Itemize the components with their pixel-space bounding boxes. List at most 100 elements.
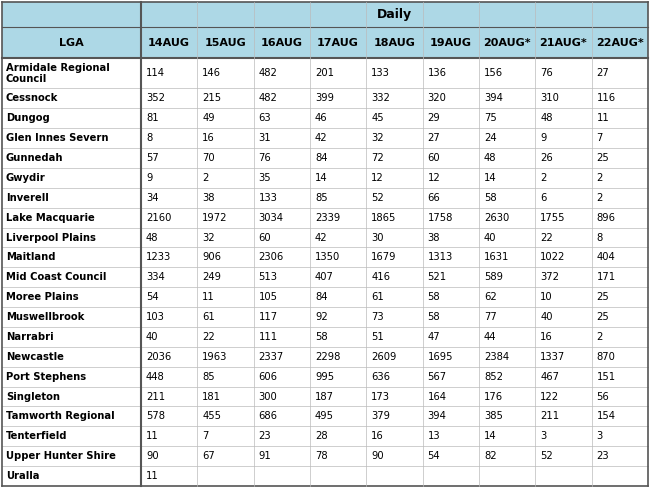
Text: 76: 76 <box>540 68 553 79</box>
Bar <box>422 148 479 168</box>
Bar <box>197 386 254 407</box>
Text: 1022: 1022 <box>540 252 566 263</box>
Text: 8: 8 <box>597 232 603 243</box>
Bar <box>254 59 310 88</box>
Bar <box>535 188 592 208</box>
Bar <box>141 307 197 327</box>
Bar <box>535 307 592 327</box>
Text: 6: 6 <box>540 193 547 203</box>
Text: 38: 38 <box>428 232 440 243</box>
Text: 686: 686 <box>259 411 278 422</box>
Bar <box>2 27 141 59</box>
Bar <box>141 2 648 27</box>
Text: 52: 52 <box>371 193 384 203</box>
Text: 48: 48 <box>146 232 159 243</box>
Bar <box>479 108 535 128</box>
Text: 11: 11 <box>146 471 159 481</box>
Bar <box>2 267 141 287</box>
Bar <box>254 367 310 386</box>
Text: 171: 171 <box>597 272 616 282</box>
Text: 16: 16 <box>202 133 215 143</box>
Bar <box>366 188 423 208</box>
Bar <box>479 287 535 307</box>
Bar <box>366 168 423 188</box>
Text: Maitland: Maitland <box>6 252 55 263</box>
Bar <box>479 446 535 466</box>
Text: 11: 11 <box>202 292 215 302</box>
Bar <box>366 386 423 407</box>
Text: 54: 54 <box>428 451 440 461</box>
Text: 146: 146 <box>202 68 221 79</box>
Text: 49: 49 <box>202 113 215 123</box>
Bar <box>592 188 648 208</box>
Text: 2: 2 <box>202 173 209 183</box>
Text: 1758: 1758 <box>428 213 453 223</box>
Bar <box>592 386 648 407</box>
Bar <box>254 88 310 108</box>
Text: Uralla: Uralla <box>6 471 40 481</box>
Bar <box>535 347 592 367</box>
Text: 32: 32 <box>202 232 215 243</box>
Bar <box>479 427 535 446</box>
Bar <box>479 386 535 407</box>
Text: 34: 34 <box>146 193 159 203</box>
Bar <box>2 188 141 208</box>
Bar <box>535 267 592 287</box>
Bar <box>141 386 197 407</box>
Bar <box>2 347 141 367</box>
Text: 12: 12 <box>371 173 384 183</box>
Text: 201: 201 <box>315 68 334 79</box>
Text: 320: 320 <box>428 93 447 103</box>
Bar <box>422 227 479 247</box>
Bar <box>422 386 479 407</box>
Text: 24: 24 <box>484 133 497 143</box>
Bar <box>422 188 479 208</box>
Text: Daily: Daily <box>377 8 412 21</box>
Text: 84: 84 <box>315 292 328 302</box>
Bar <box>366 287 423 307</box>
Bar <box>141 427 197 446</box>
Bar <box>592 227 648 247</box>
Text: 2630: 2630 <box>484 213 509 223</box>
Text: 122: 122 <box>540 391 560 402</box>
Text: 14: 14 <box>484 431 497 441</box>
Text: 47: 47 <box>428 332 440 342</box>
Bar <box>479 227 535 247</box>
Text: 852: 852 <box>484 372 503 382</box>
Text: 60: 60 <box>259 232 271 243</box>
Text: 173: 173 <box>371 391 390 402</box>
Bar <box>197 466 254 486</box>
Bar <box>366 347 423 367</box>
Bar <box>366 367 423 386</box>
Text: 57: 57 <box>146 153 159 163</box>
Text: 589: 589 <box>484 272 503 282</box>
Bar <box>2 386 141 407</box>
Bar <box>592 267 648 287</box>
Text: 16AUG: 16AUG <box>261 38 303 48</box>
Bar <box>141 267 197 287</box>
Bar <box>592 168 648 188</box>
Bar <box>310 128 366 148</box>
Text: 75: 75 <box>484 113 497 123</box>
Text: 1755: 1755 <box>540 213 566 223</box>
Bar <box>254 208 310 227</box>
Text: 61: 61 <box>371 292 384 302</box>
Text: 105: 105 <box>259 292 278 302</box>
Text: 482: 482 <box>259 93 278 103</box>
Text: 2: 2 <box>540 173 547 183</box>
Text: 467: 467 <box>540 372 559 382</box>
Bar <box>422 108 479 128</box>
Text: 40: 40 <box>146 332 159 342</box>
Text: 1972: 1972 <box>202 213 228 223</box>
Text: 116: 116 <box>597 93 616 103</box>
Text: 215: 215 <box>202 93 222 103</box>
Text: 1631: 1631 <box>484 252 509 263</box>
Bar <box>479 247 535 267</box>
Text: 211: 211 <box>540 411 560 422</box>
Bar <box>366 208 423 227</box>
Bar <box>479 307 535 327</box>
Text: 156: 156 <box>484 68 503 79</box>
Text: 11: 11 <box>597 113 609 123</box>
Bar <box>2 108 141 128</box>
Bar <box>310 287 366 307</box>
